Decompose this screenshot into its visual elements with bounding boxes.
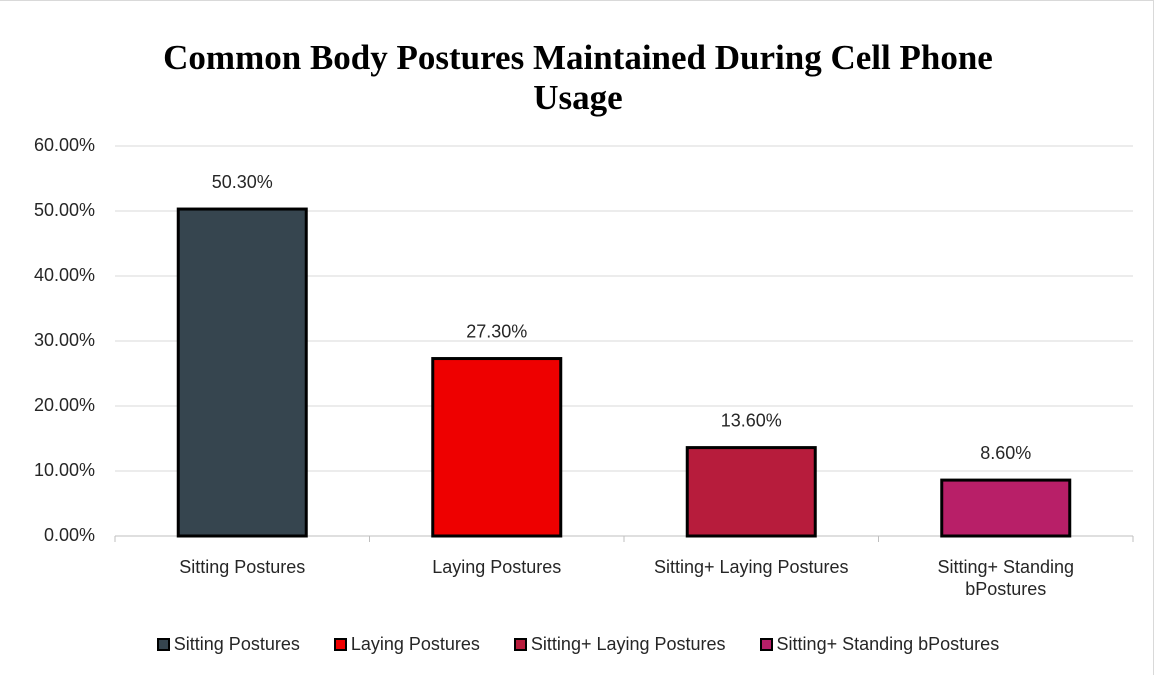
x-tick-label: Sitting+ Laying Postures	[653, 557, 849, 577]
bar	[431, 357, 563, 538]
legend-label: Sitting Postures	[173, 634, 300, 654]
legend-item: Sitting+ Standing bPostures	[759, 634, 1000, 655]
data-label: 13.60%	[721, 410, 782, 430]
data-label: 27.30%	[466, 321, 527, 341]
data-label: 50.30%	[212, 172, 273, 192]
chart-title: Common Body Postures Maintained During C…	[163, 38, 993, 117]
y-tick-label: 0.00%	[44, 525, 95, 545]
legend-label: Laying Postures	[350, 634, 480, 654]
bar	[685, 446, 817, 538]
data-label: 8.60%	[980, 443, 1031, 463]
legend-swatch	[333, 638, 347, 651]
y-tick-label: 30.00%	[34, 330, 95, 350]
legend-item: Sitting+ Laying Postures	[513, 634, 726, 655]
legend-item: Sitting Postures	[156, 634, 300, 655]
legend-swatch	[513, 638, 527, 651]
legend-label: Sitting+ Laying Postures	[530, 634, 726, 654]
x-tick-label: Sitting+ Standing bPostures	[937, 557, 1075, 599]
y-tick-label: 50.00%	[34, 200, 95, 220]
legend-label: Sitting+ Standing bPostures	[776, 634, 1000, 654]
y-tick-label: 20.00%	[34, 395, 95, 415]
legend-swatch	[759, 638, 773, 651]
x-tick-label: Sitting Postures	[179, 557, 306, 577]
y-tick-label: 60.00%	[34, 135, 95, 155]
y-tick-label: 10.00%	[34, 460, 95, 480]
y-tick-label: 40.00%	[34, 265, 95, 285]
x-tick-label: Laying Postures	[432, 557, 562, 577]
legend-item: Laying Postures	[333, 634, 480, 655]
bar	[176, 207, 308, 538]
legend-swatch	[156, 638, 170, 651]
legend: Sitting Postures Laying Postures Sitting+ …	[0, 634, 1156, 655]
bar	[940, 478, 1072, 538]
